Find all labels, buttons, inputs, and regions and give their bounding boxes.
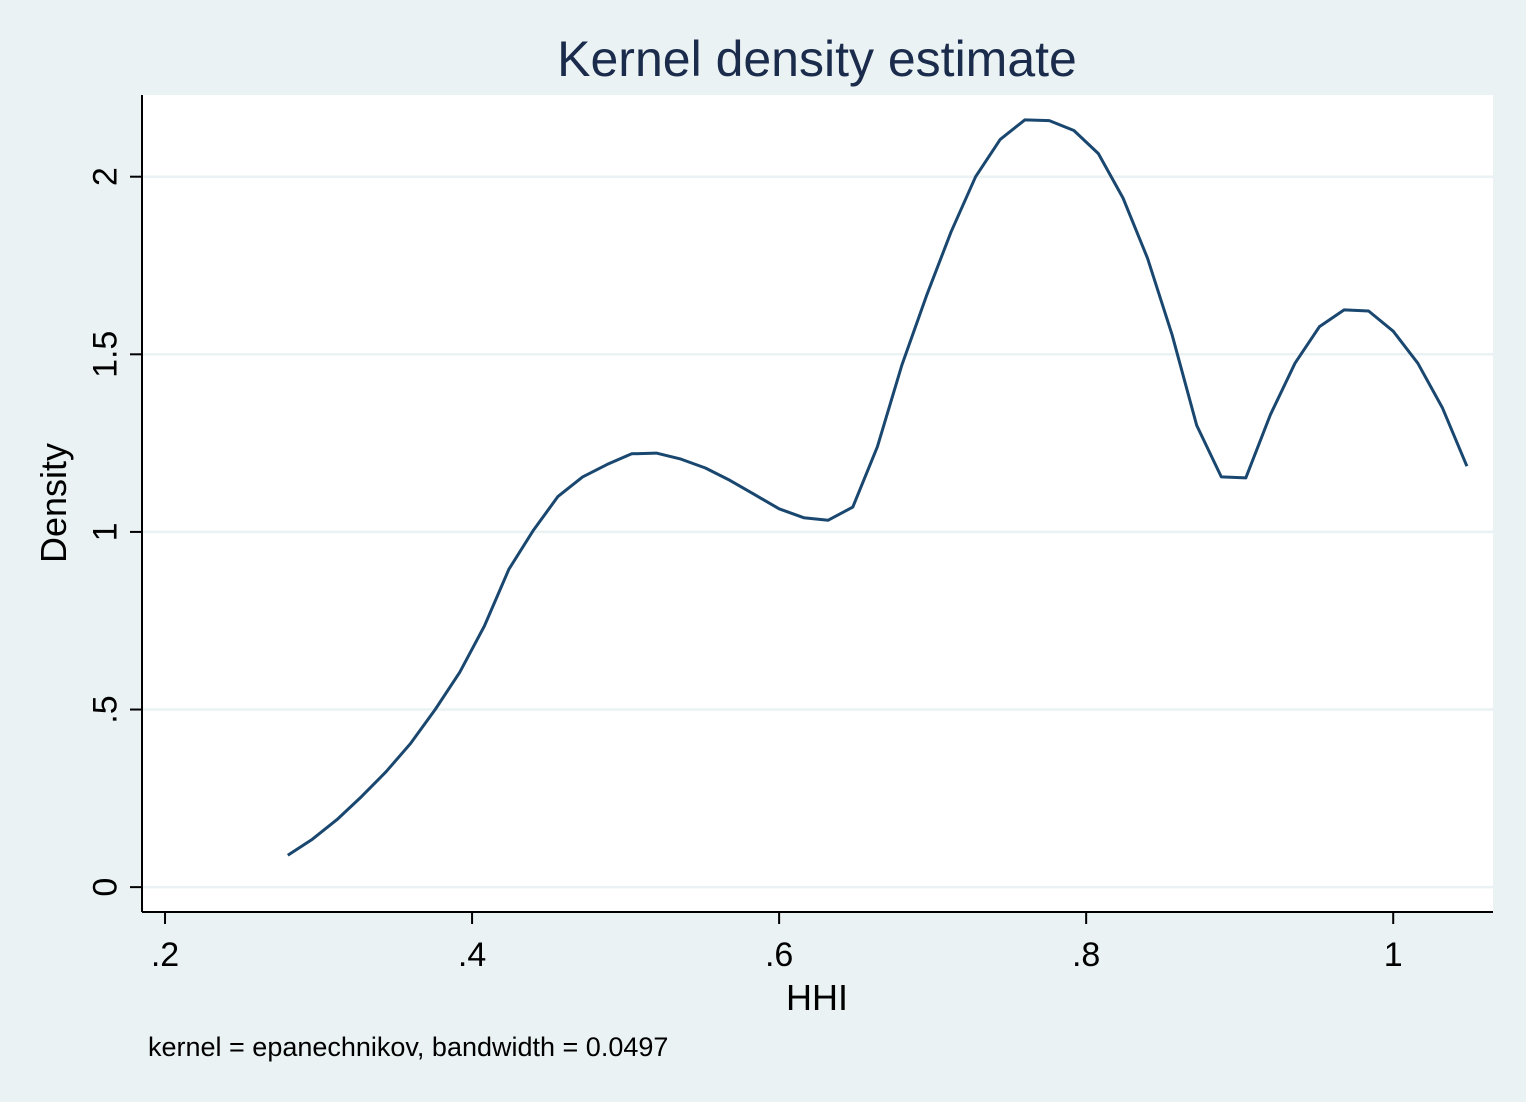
x-axis-ticks: .2 .4 .6 .8 1 [151, 912, 1403, 974]
y-axis-ticks: 0 .5 1 1.5 2 [86, 167, 142, 897]
gridlines [142, 175, 1493, 889]
y-tick-label: 1.5 [86, 331, 124, 378]
y-axis-title: Density [33, 443, 74, 563]
kernel-note: kernel = epanechnikov, bandwidth = 0.049… [148, 1032, 668, 1062]
y-tick-label: 2 [86, 167, 124, 186]
x-tick-label: .6 [765, 936, 793, 974]
density-line [286, 118, 1469, 857]
plot-area [142, 95, 1493, 912]
y-tick-label: 1 [86, 522, 124, 541]
x-axis-title: HHI [786, 977, 848, 1018]
x-tick-label: .2 [151, 936, 179, 974]
x-tick-label: .8 [1072, 936, 1100, 974]
x-tick-label: .4 [458, 936, 486, 974]
chart-title: Kernel density estimate [557, 31, 1077, 87]
y-tick-label: 0 [86, 878, 124, 897]
y-tick-label: .5 [86, 695, 124, 723]
x-tick-label: 1 [1384, 936, 1403, 974]
